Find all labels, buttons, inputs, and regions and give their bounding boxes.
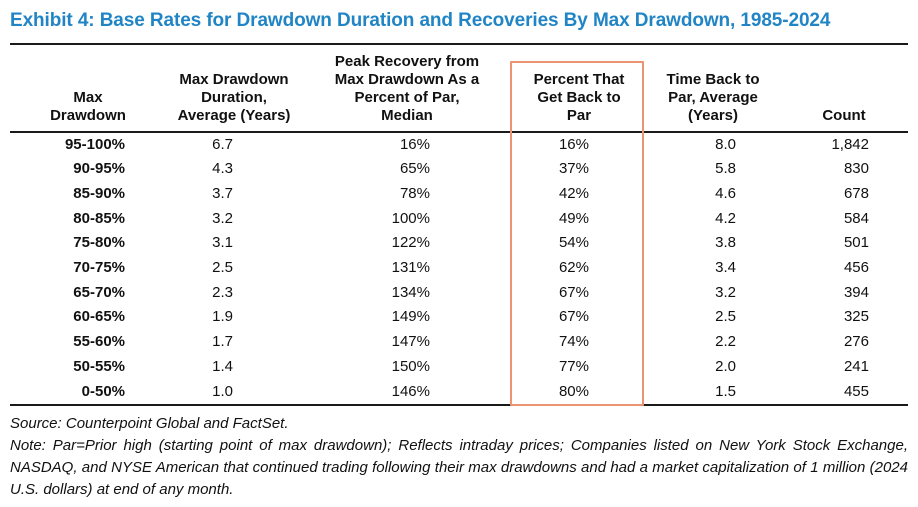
value-cell: 584 bbox=[843, 209, 869, 227]
value-cell: 8.0 bbox=[715, 135, 736, 153]
value-cell: 456 bbox=[843, 259, 869, 277]
value-cell: 2.5 bbox=[715, 308, 736, 326]
value-cell: 1.7 bbox=[212, 333, 233, 351]
source-note: Source: Counterpoint Global and FactSet. bbox=[10, 415, 289, 433]
value-cell: 80% bbox=[558, 382, 589, 400]
table-row: 80-85% 3.2 100% 49% 4.2 584 bbox=[10, 207, 908, 232]
value-cell: 2.0 bbox=[715, 357, 736, 375]
value-cell: 67% bbox=[558, 283, 589, 301]
value-cell: 325 bbox=[843, 308, 869, 326]
value-cell: 3.2 bbox=[212, 209, 233, 227]
drawdown-base-rates-table: Max Drawdown Max Drawdown Duration, Average … bbox=[10, 45, 908, 405]
value-cell: 146% bbox=[391, 382, 430, 400]
value-cell: 2.2 bbox=[715, 333, 736, 351]
table-row: 50-55% 1.4 150% 77% 2.0 241 bbox=[10, 355, 908, 380]
exhibit-title: Exhibit 4: Base Rates for Drawdown Durat… bbox=[10, 10, 831, 31]
table-row: 85-90% 3.7 78% 42% 4.6 678 bbox=[10, 182, 908, 207]
column-header-4: Time Back to Par, Average (Years) bbox=[666, 70, 760, 124]
table-row: 75-80% 3.1 122% 54% 3.8 501 bbox=[10, 231, 908, 256]
value-cell: 276 bbox=[843, 333, 869, 351]
table-row: 95-100% 6.7 16% 16% 8.0 1,842 bbox=[10, 132, 908, 158]
table-bottom-line bbox=[10, 404, 908, 407]
value-cell: 241 bbox=[843, 357, 869, 375]
value-cell: 5.8 bbox=[715, 160, 736, 178]
methodology-note: Note: Par=Prior high (starting point of … bbox=[10, 437, 908, 499]
value-cell: 1.5 bbox=[715, 382, 736, 400]
value-cell: 62% bbox=[558, 259, 589, 277]
value-cell: 1.0 bbox=[212, 382, 233, 400]
value-cell: 3.7 bbox=[212, 184, 233, 202]
max-drawdown-cell: 90-95% bbox=[73, 160, 125, 178]
value-cell: 100% bbox=[391, 209, 430, 227]
value-cell: 2.5 bbox=[212, 259, 233, 277]
value-cell: 65% bbox=[399, 160, 430, 178]
value-cell: 42% bbox=[558, 184, 589, 202]
value-cell: 16% bbox=[399, 135, 430, 153]
max-drawdown-cell: 0-50% bbox=[81, 382, 125, 400]
column-header-0: Max Drawdown bbox=[50, 88, 126, 124]
column-header-5: Count bbox=[822, 106, 866, 124]
table-row: 60-65% 1.9 149% 67% 2.5 325 bbox=[10, 305, 908, 330]
value-cell: 49% bbox=[558, 209, 589, 227]
value-cell: 131% bbox=[391, 259, 430, 277]
value-cell: 1.9 bbox=[212, 308, 233, 326]
table-header-row: Max Drawdown Max Drawdown Duration, Average … bbox=[10, 45, 908, 132]
max-drawdown-cell: 75-80% bbox=[73, 234, 125, 252]
value-cell: 394 bbox=[843, 283, 869, 301]
value-cell: 74% bbox=[558, 333, 589, 351]
value-cell: 150% bbox=[391, 357, 430, 375]
value-cell: 1.4 bbox=[212, 357, 233, 375]
value-cell: 3.1 bbox=[212, 234, 233, 252]
value-cell: 147% bbox=[391, 333, 430, 351]
table-row: 90-95% 4.3 65% 37% 5.8 830 bbox=[10, 157, 908, 182]
value-cell: 54% bbox=[558, 234, 589, 252]
value-cell: 4.3 bbox=[212, 160, 233, 178]
value-cell: 455 bbox=[843, 382, 869, 400]
max-drawdown-cell: 85-90% bbox=[73, 184, 125, 202]
value-cell: 3.4 bbox=[715, 259, 736, 277]
max-drawdown-cell: 60-65% bbox=[73, 308, 125, 326]
value-cell: 78% bbox=[399, 184, 430, 202]
table-header: Max Drawdown Max Drawdown Duration, Average … bbox=[10, 45, 908, 132]
value-cell: 3.2 bbox=[715, 283, 736, 301]
max-drawdown-cell: 50-55% bbox=[73, 357, 125, 375]
value-cell: 4.6 bbox=[715, 184, 736, 202]
max-drawdown-cell: 70-75% bbox=[73, 259, 125, 277]
value-cell: 37% bbox=[558, 160, 589, 178]
table-row: 65-70% 2.3 134% 67% 3.2 394 bbox=[10, 281, 908, 306]
value-cell: 16% bbox=[558, 135, 589, 153]
value-cell: 2.3 bbox=[212, 283, 233, 301]
max-drawdown-cell: 55-60% bbox=[73, 333, 125, 351]
value-cell: 501 bbox=[843, 234, 869, 252]
value-cell: 149% bbox=[391, 308, 430, 326]
footnotes: Source: Counterpoint Global and FactSet.… bbox=[10, 413, 908, 501]
value-cell: 678 bbox=[843, 184, 869, 202]
value-cell: 4.2 bbox=[715, 209, 736, 227]
column-header-2: Peak Recovery from Max Drawdown As a Perce… bbox=[334, 52, 480, 124]
value-cell: 67% bbox=[558, 308, 589, 326]
value-cell: 122% bbox=[391, 234, 430, 252]
value-cell: 1,842 bbox=[831, 135, 869, 153]
table-body: 95-100% 6.7 16% 16% 8.0 1,842 90-95% 4.3 65% 37% 5… bbox=[10, 132, 908, 405]
value-cell: 3.8 bbox=[715, 234, 736, 252]
max-drawdown-cell: 65-70% bbox=[73, 283, 125, 301]
table-row: 55-60% 1.7 147% 74% 2.2 276 bbox=[10, 330, 908, 355]
column-header-3: Percent That Get Back to Par bbox=[533, 70, 625, 124]
value-cell: 134% bbox=[391, 283, 430, 301]
value-cell: 6.7 bbox=[212, 135, 233, 153]
value-cell: 77% bbox=[558, 357, 589, 375]
table-row: 70-75% 2.5 131% 62% 3.4 456 bbox=[10, 256, 908, 281]
max-drawdown-cell: 80-85% bbox=[73, 209, 125, 227]
value-cell: 830 bbox=[843, 160, 869, 178]
max-drawdown-cell: 95-100% bbox=[64, 135, 125, 153]
title-divider-line bbox=[10, 43, 908, 45]
table-row: 0-50% 1.0 146% 80% 1.5 455 bbox=[10, 380, 908, 405]
column-header-1: Max Drawdown Duration, Average (Years) bbox=[177, 70, 291, 124]
